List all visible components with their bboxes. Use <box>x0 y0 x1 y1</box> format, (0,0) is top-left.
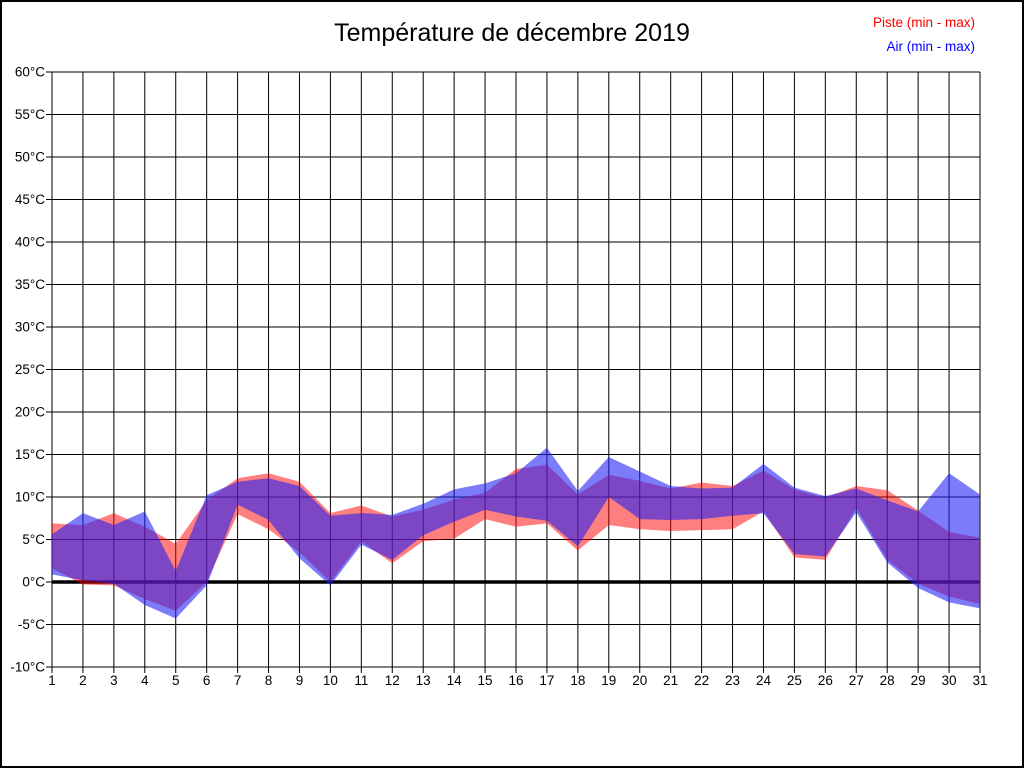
x-tick-label: 10 <box>323 673 338 688</box>
chart-title: Température de décembre 2019 <box>334 19 690 47</box>
y-tick-label: 55°C <box>15 107 45 122</box>
x-tick-label: 1 <box>48 673 56 688</box>
x-tick-label: 23 <box>725 673 740 688</box>
x-tick-label: 5 <box>172 673 180 688</box>
y-tick-label: 45°C <box>15 192 45 207</box>
x-tick-label: 6 <box>203 673 211 688</box>
x-tick-label: 18 <box>570 673 585 688</box>
y-tick-label: 10°C <box>15 490 45 505</box>
x-tick-label: 27 <box>849 673 864 688</box>
x-tick-label: 12 <box>385 673 400 688</box>
x-tick-label: 30 <box>942 673 957 688</box>
y-tick-label: 0°C <box>22 575 45 590</box>
y-tick-label: 50°C <box>15 150 45 165</box>
y-tick-label: 25°C <box>15 362 45 377</box>
y-tick-label: 60°C <box>15 65 45 80</box>
x-tick-label: 17 <box>539 673 554 688</box>
y-tick-label: 5°C <box>22 532 45 547</box>
y-tick-label: 15°C <box>15 447 45 462</box>
legend-item-piste: Piste (min - max) <box>872 15 975 30</box>
x-tick-label: 16 <box>508 673 523 688</box>
x-tick-label: 9 <box>296 673 304 688</box>
x-tick-label: 3 <box>110 673 118 688</box>
y-tick-label: 40°C <box>15 235 45 250</box>
x-tick-label: 28 <box>880 673 895 688</box>
x-tick-label: 8 <box>265 673 273 688</box>
y-tick-label: 35°C <box>15 277 45 292</box>
y-tick-label: 20°C <box>15 405 45 420</box>
x-tick-label: 21 <box>663 673 678 688</box>
legend-item-air: Air (min - max) <box>886 39 976 54</box>
y-tick-label: -10°C <box>10 660 45 675</box>
y-tick-label: -5°C <box>18 617 45 632</box>
y-tick-label: 30°C <box>15 320 45 335</box>
x-tick-label: 20 <box>632 673 647 688</box>
x-tick-label: 13 <box>416 673 431 688</box>
x-tick-label: 29 <box>911 673 926 688</box>
x-tick-label: 14 <box>447 673 463 688</box>
legend: Piste (min - max) Air (min - max) <box>873 11 975 59</box>
x-tick-label: 25 <box>787 673 802 688</box>
air-band <box>52 447 980 619</box>
x-tick-label: 19 <box>601 673 616 688</box>
x-tick-label: 7 <box>234 673 242 688</box>
x-tick-label: 15 <box>478 673 493 688</box>
x-tick-label: 4 <box>141 673 149 688</box>
x-tick-label: 22 <box>694 673 709 688</box>
x-tick-label: 26 <box>818 673 833 688</box>
x-tick-label: 31 <box>972 673 987 688</box>
x-tick-label: 24 <box>756 673 772 688</box>
x-tick-label: 11 <box>354 673 368 688</box>
x-tick-label: 2 <box>79 673 87 688</box>
